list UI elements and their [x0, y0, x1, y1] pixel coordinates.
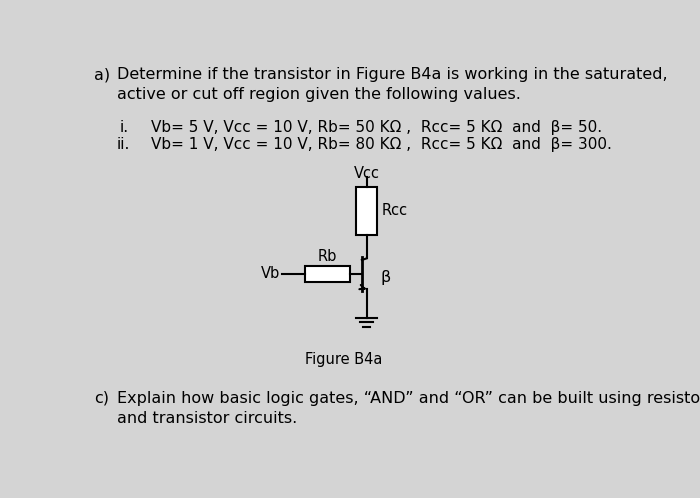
- Text: β: β: [381, 270, 391, 285]
- Text: a): a): [94, 67, 110, 83]
- Text: Vb= 5 V, Vcc = 10 V, Rb= 50 KΩ ,  Rcc= 5 KΩ  and  β= 50.: Vb= 5 V, Vcc = 10 V, Rb= 50 KΩ , Rcc= 5 …: [151, 120, 602, 135]
- Text: ii.: ii.: [117, 137, 130, 152]
- Text: i.: i.: [120, 120, 130, 135]
- Text: Rb: Rb: [318, 249, 337, 264]
- Text: Determine if the transistor in Figure B4a is working in the saturated,
active or: Determine if the transistor in Figure B4…: [117, 67, 668, 102]
- Text: Rcc: Rcc: [382, 203, 407, 218]
- Text: Explain how basic logic gates, “AND” and “OR” can be built using resistor
and tr: Explain how basic logic gates, “AND” and…: [117, 391, 700, 426]
- Text: c): c): [94, 391, 108, 406]
- Text: Figure B4a: Figure B4a: [304, 353, 382, 368]
- Bar: [305, 266, 350, 281]
- Bar: [356, 187, 377, 236]
- Text: Vb= 1 V, Vcc = 10 V, Rb= 80 KΩ ,  Rcc= 5 KΩ  and  β= 300.: Vb= 1 V, Vcc = 10 V, Rb= 80 KΩ , Rcc= 5 …: [151, 137, 612, 152]
- Text: Vcc: Vcc: [354, 166, 379, 181]
- Text: Vb: Vb: [260, 266, 280, 281]
